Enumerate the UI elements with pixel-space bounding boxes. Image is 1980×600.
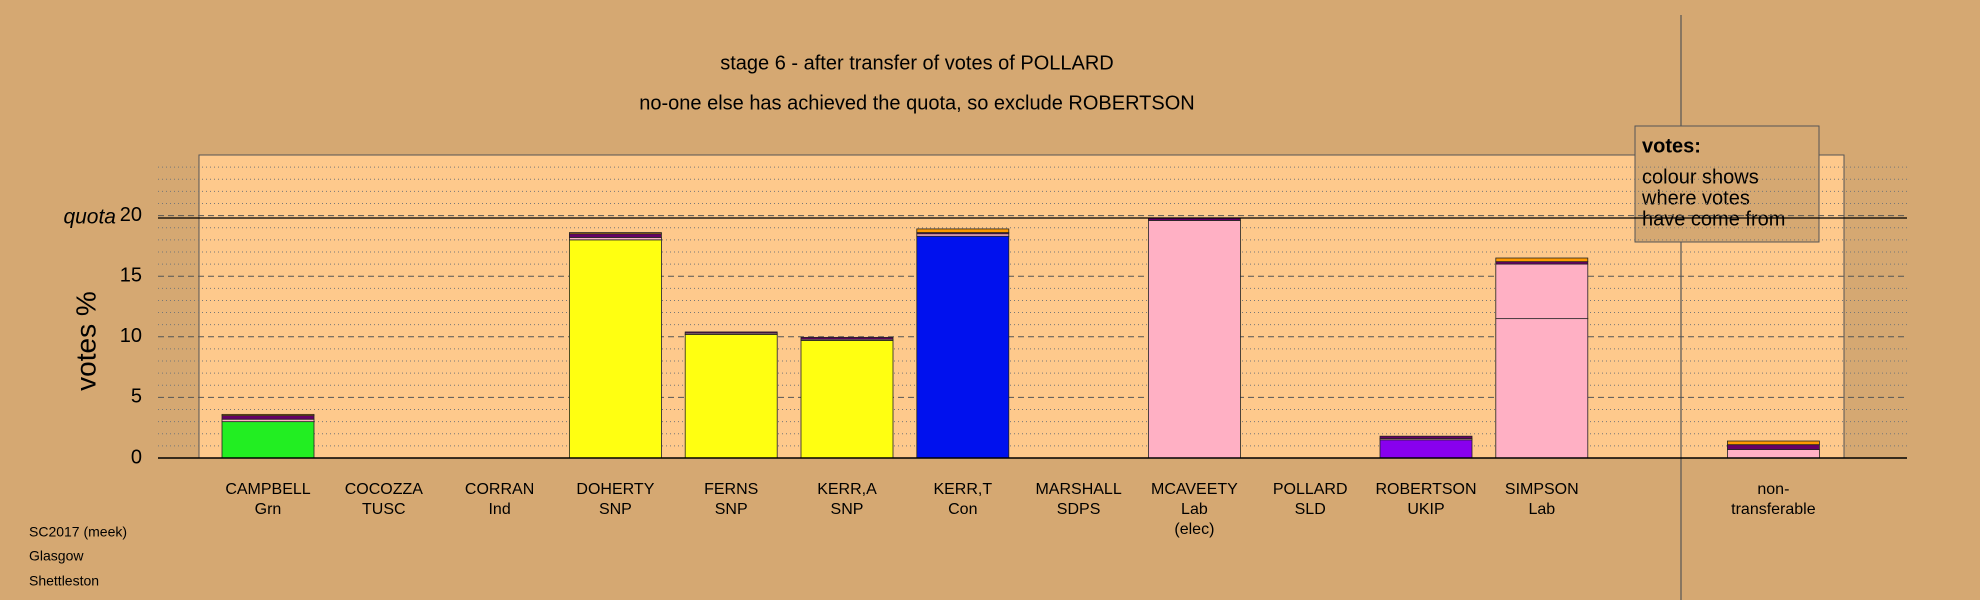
- bar-segment: [1727, 444, 1820, 450]
- x-tick-label: POLLARD SLD: [1273, 481, 1348, 518]
- x-tick-label-line: Con: [948, 501, 977, 518]
- plot-panel: [198, 154, 1845, 459]
- x-tick-label-line: Grn: [255, 501, 282, 518]
- bar-segment: [569, 233, 662, 238]
- x-tick-label-line: non-: [1757, 481, 1789, 498]
- x-tick-label-line: UKIP: [1407, 501, 1444, 518]
- x-tick-label-line: (elec): [1174, 521, 1214, 538]
- note-box: [1634, 125, 1820, 243]
- x-tick-label: SIMPSON Lab: [1505, 481, 1579, 518]
- x-tick-label-line: FERNS: [704, 481, 758, 498]
- x-tick-label-line: SNP: [715, 501, 748, 518]
- x-tick-label-line: COCOZZA: [345, 481, 424, 498]
- bar-segment: [1727, 440, 1820, 446]
- x-tick-label-line: ROBERTSON: [1375, 481, 1476, 498]
- x-tick-label: DOHERTY SNP: [576, 481, 654, 518]
- note-title: votes:: [1642, 135, 1701, 157]
- y-tick-label: 10: [120, 325, 142, 347]
- x-tick-label-line: CAMPBELL: [225, 481, 310, 498]
- y-tick-label: 20: [120, 204, 142, 226]
- chart-title: stage 6 - after transfer of votes of POL…: [720, 52, 1114, 74]
- x-tick-label-line: MARSHALL: [1035, 481, 1121, 498]
- x-tick-label-line: SIMPSON: [1505, 481, 1579, 498]
- bar-segment: [684, 333, 778, 459]
- y-axis-label: votes %: [70, 291, 101, 391]
- y-tick-label: 0: [131, 446, 142, 468]
- bar-segment: [569, 232, 662, 235]
- bar-segment: [1495, 263, 1589, 320]
- x-tick-label-line: KERR,A: [817, 481, 877, 498]
- note-line: colour shows: [1642, 166, 1759, 188]
- bar-segment: [916, 235, 1010, 459]
- y-tick-label: 15: [120, 264, 142, 286]
- bar-segment: [1495, 318, 1589, 459]
- bar-segment: [221, 421, 315, 459]
- y-tick-label: 5: [131, 386, 142, 408]
- x-tick-label-line: TUSC: [362, 501, 406, 518]
- bar-segment: [569, 239, 662, 459]
- x-tick-label-line: SNP: [831, 501, 864, 518]
- x-tick-label: CAMPBELL Grn: [225, 481, 310, 518]
- x-tick-label-line: MCAVEETY: [1151, 481, 1238, 498]
- bar-segment: [221, 413, 315, 416]
- bar-segment: [1379, 435, 1473, 440]
- x-tick-label-line: POLLARD: [1273, 481, 1348, 498]
- footer-text: Glasgow: [29, 548, 84, 564]
- chart-subtitle: no-one else has achieved the quota, so e…: [639, 92, 1195, 114]
- x-tick-label: CORRAN Ind: [465, 481, 534, 518]
- x-tick-label: MARSHALL SDPS: [1035, 481, 1121, 518]
- x-tick-label: MCAVEETY Lab (elec): [1151, 481, 1238, 538]
- bar-segment: [800, 340, 894, 459]
- bar-segment: [800, 337, 894, 340]
- x-tick-label-line: Ind: [488, 501, 510, 518]
- x-tick-label: KERR,T Con: [933, 481, 992, 518]
- x-tick-label: ROBERTSON UKIP: [1375, 481, 1476, 518]
- x-tick-label-line: SLD: [1295, 501, 1326, 518]
- bar-segment: [1379, 439, 1473, 459]
- x-tick-label-line: Lab: [1181, 501, 1208, 518]
- x-tick-label: COCOZZA TUSC: [345, 481, 424, 518]
- bar-segment: [684, 331, 778, 334]
- x-tick-label: FERNS SNP: [704, 481, 758, 518]
- bar-segment: [916, 228, 1010, 233]
- bar-segment: [1727, 449, 1820, 459]
- x-tick-label: KERR,A SNP: [817, 481, 877, 518]
- x-tick-label: non-transferable: [1731, 481, 1816, 518]
- x-tick-label-line: Lab: [1528, 501, 1555, 518]
- bar-segment: [1495, 257, 1589, 263]
- footer-text: SC2017 (meek): [29, 524, 127, 540]
- x-tick-label-line: SNP: [599, 501, 632, 518]
- note-line: have come from: [1642, 208, 1785, 230]
- note-line: where votes: [1641, 187, 1750, 209]
- x-tick-label-line: CORRAN: [465, 481, 534, 498]
- footer-text: Shettleston: [29, 573, 99, 589]
- x-tick-label-line: transferable: [1731, 501, 1816, 518]
- quota-label: quota: [63, 206, 116, 229]
- x-tick-label-line: SDPS: [1057, 501, 1101, 518]
- bar-segment: [1148, 220, 1241, 459]
- x-tick-label-line: DOHERTY: [576, 481, 654, 498]
- x-tick-label-line: KERR,T: [933, 481, 992, 498]
- bar-segment: [221, 415, 315, 420]
